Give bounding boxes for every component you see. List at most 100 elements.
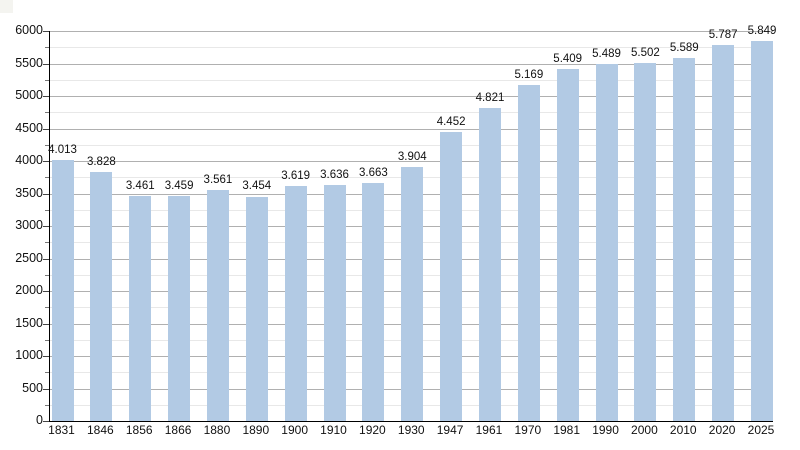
y-minor-tick	[45, 144, 49, 146]
bar-1880	[206, 189, 229, 421]
y-tick-label: 6000	[15, 23, 43, 37]
y-major-tick	[43, 356, 49, 357]
bar-1856	[129, 196, 152, 421]
minor-gridline	[50, 144, 773, 146]
bar-value-label: 3.828	[86, 156, 116, 169]
bar-value-label: 3.454	[242, 180, 272, 193]
bar-value-label: 3.461	[125, 180, 155, 193]
major-gridline	[50, 63, 773, 65]
bar-value-label: 5.502	[631, 47, 660, 60]
y-tick-label: 5000	[15, 88, 43, 102]
bar-2020	[712, 44, 735, 421]
bar-value-label: 5.787	[708, 28, 738, 41]
y-tick-label: 500	[22, 380, 43, 395]
y-major-tick	[43, 388, 49, 390]
y-tick-label: 3500	[15, 185, 43, 200]
bar-value-label: 4.821	[475, 91, 505, 104]
y-tick-label: 1500	[15, 315, 43, 330]
y-tick-label: 2500	[15, 250, 43, 265]
y-tick-label: 5500	[15, 55, 43, 70]
y-major-tick	[43, 31, 49, 32]
x-tick-label: 1930	[397, 423, 425, 437]
bar-1970	[517, 85, 540, 421]
y-major-tick	[43, 258, 49, 260]
y-minor-tick	[45, 307, 49, 309]
x-tick-label: 1890	[242, 423, 270, 437]
bar-1866	[168, 196, 191, 421]
x-tick-label: 1866	[164, 423, 192, 437]
major-gridline	[50, 128, 773, 130]
x-tick-label: 2010	[669, 423, 697, 437]
bar-value-label: 5.849	[747, 24, 777, 37]
bar-value-label: 3.619	[281, 169, 311, 182]
bar-value-label: 3.663	[358, 166, 388, 179]
y-minor-tick	[45, 242, 49, 244]
y-minor-tick	[45, 209, 49, 211]
bar-1846	[90, 172, 113, 421]
y-major-tick	[43, 63, 49, 65]
x-tick-label: 1880	[203, 423, 231, 437]
y-tick-label: 0	[36, 413, 43, 427]
bar-1981	[556, 69, 579, 421]
bar-value-label: 3.904	[397, 151, 427, 164]
bar-value-label: 5.489	[592, 48, 621, 61]
x-tick-label: 1981	[553, 423, 581, 437]
bar-value-label: 4.013	[48, 144, 77, 157]
bar-value-label: 5.589	[669, 41, 699, 54]
x-tick-label: 1920	[359, 423, 386, 437]
bar-1961	[478, 107, 501, 421]
y-tick-label: 4500	[15, 120, 43, 135]
y-major-tick	[43, 161, 49, 162]
y-major-tick	[43, 323, 49, 325]
plot-area: 4.013 3.828 3.461 3.459 3.561 3.454 3.619 3.636…	[48, 25, 776, 422]
x-tick-label: 2000	[631, 423, 658, 437]
y-tick-label: 2000	[15, 283, 43, 297]
y-minor-tick	[45, 274, 49, 276]
x-tick-label: 1970	[514, 423, 542, 437]
x-tick-label: 1831	[48, 423, 75, 437]
bar-value-label: 4.452	[436, 115, 466, 128]
y-tick-label: 4000	[15, 153, 43, 167]
y-minor-tick	[45, 339, 49, 341]
y-major-tick	[43, 193, 49, 195]
y-major-tick	[43, 291, 49, 292]
x-tick-label: 1990	[592, 423, 619, 437]
major-gridline	[50, 31, 773, 32]
bar-value-label: 3.561	[203, 173, 233, 186]
bar-value-label: 5.409	[553, 53, 583, 66]
y-minor-tick	[45, 372, 49, 374]
bar-1930	[401, 167, 424, 421]
bar-1990	[595, 64, 618, 421]
bar-1831	[51, 160, 74, 421]
bar-1947	[440, 131, 463, 421]
x-tick-label: 1900	[281, 423, 308, 437]
y-major-tick	[43, 226, 49, 227]
y-major-tick	[43, 421, 49, 422]
y-major-tick	[43, 96, 49, 97]
y-minor-tick	[45, 47, 49, 49]
y-minor-tick	[45, 79, 49, 81]
minor-gridline	[50, 47, 773, 49]
bar-value-label: 3.459	[164, 180, 194, 193]
bar-1920	[362, 182, 385, 421]
x-tick-label: 2025	[747, 423, 775, 437]
bar-1910	[323, 184, 346, 421]
y-minor-tick	[45, 177, 49, 179]
x-tick-label: 1947	[436, 423, 464, 437]
major-gridline	[50, 96, 773, 97]
y-tick-label: 3000	[15, 218, 43, 232]
minor-gridline	[50, 79, 773, 81]
bar-1890	[245, 196, 268, 421]
bar-2010	[673, 57, 696, 421]
bar-2000	[634, 63, 657, 421]
y-minor-tick	[45, 404, 49, 406]
x-tick-label: 2020	[708, 423, 736, 437]
bar-value-label: 3.636	[320, 168, 349, 181]
minor-gridline	[50, 112, 773, 114]
y-minor-tick	[45, 112, 49, 114]
major-gridline	[50, 161, 773, 162]
x-tick-label: 1910	[320, 423, 347, 437]
bar-value-label: 5.169	[514, 69, 544, 81]
x-tick-label: 1846	[87, 423, 114, 437]
